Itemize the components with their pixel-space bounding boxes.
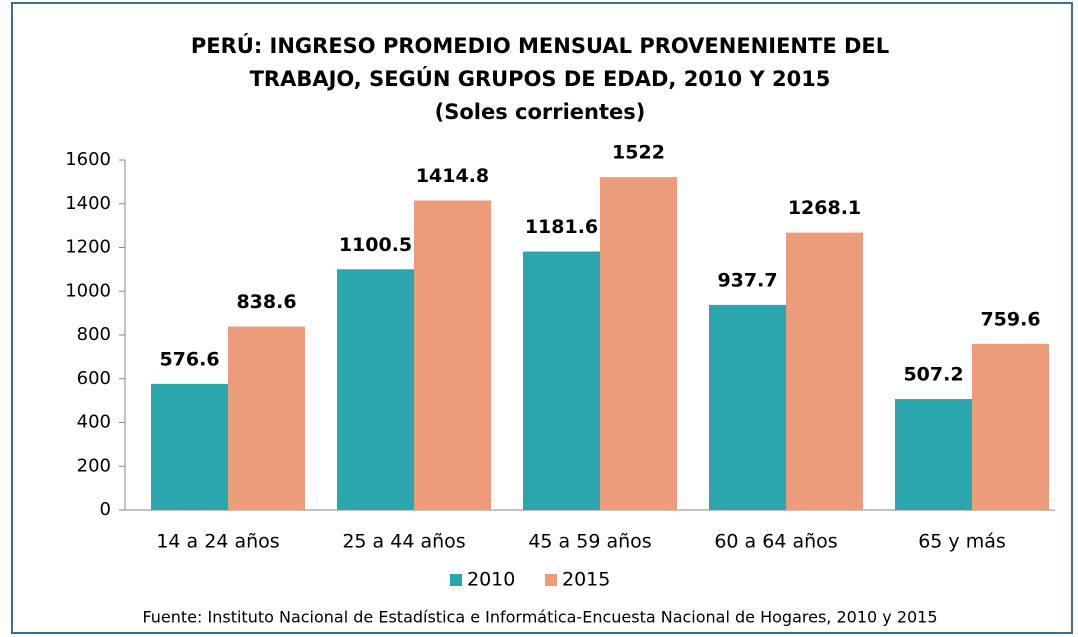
chart-title: PERÚ: INGRESO PROMEDIO MENSUAL PROVENENI… [191, 33, 889, 58]
legend-label: 2015 [562, 569, 610, 591]
y-tick-label: 200 [77, 455, 111, 476]
x-tick-label: 14 a 24 años [156, 531, 279, 553]
x-tick-label: 60 a 64 años [714, 531, 837, 553]
bar [600, 177, 677, 510]
data-label: 838.6 [236, 291, 296, 313]
bar [337, 269, 414, 510]
data-label: 1268.1 [788, 197, 861, 219]
data-label: 759.6 [980, 308, 1040, 330]
bar [228, 326, 305, 510]
x-tick-label: 25 a 44 años [342, 531, 465, 553]
bar [895, 399, 972, 510]
bar [972, 343, 1049, 510]
data-label: 937.7 [717, 269, 777, 291]
y-tick-label: 400 [77, 412, 111, 433]
y-tick-label: 1000 [65, 280, 111, 301]
data-label: 1522 [612, 142, 665, 164]
bar [709, 304, 786, 510]
data-label: 1414.8 [416, 165, 489, 187]
data-label: 1100.5 [339, 234, 412, 256]
bar [523, 251, 600, 510]
legend-swatch [450, 574, 462, 586]
y-tick-label: 600 [77, 368, 111, 389]
x-tick-label: 45 a 59 años [528, 531, 651, 553]
y-tick-label: 1600 [65, 149, 111, 170]
x-tick-label: 65 y más [918, 531, 1006, 553]
bar [151, 383, 228, 510]
source-note: Fuente: Instituto Nacional de Estadístic… [142, 608, 937, 627]
data-label: 1181.6 [525, 216, 598, 238]
legend-swatch [545, 574, 557, 586]
legend-label: 2010 [467, 569, 515, 591]
y-tick-label: 800 [77, 324, 111, 345]
bar [786, 232, 863, 510]
data-label: 576.6 [159, 348, 219, 370]
bar [414, 200, 491, 510]
y-tick-label: 1400 [65, 193, 111, 214]
data-label: 507.2 [903, 364, 963, 386]
chart-subtitle: (Soles corrientes) [435, 100, 646, 124]
y-tick-label: 0 [100, 499, 111, 520]
chart-title: TRABAJO, SEGÚN GRUPOS DE EDAD, 2010 Y 20… [250, 66, 831, 91]
y-tick-label: 1200 [65, 237, 111, 258]
